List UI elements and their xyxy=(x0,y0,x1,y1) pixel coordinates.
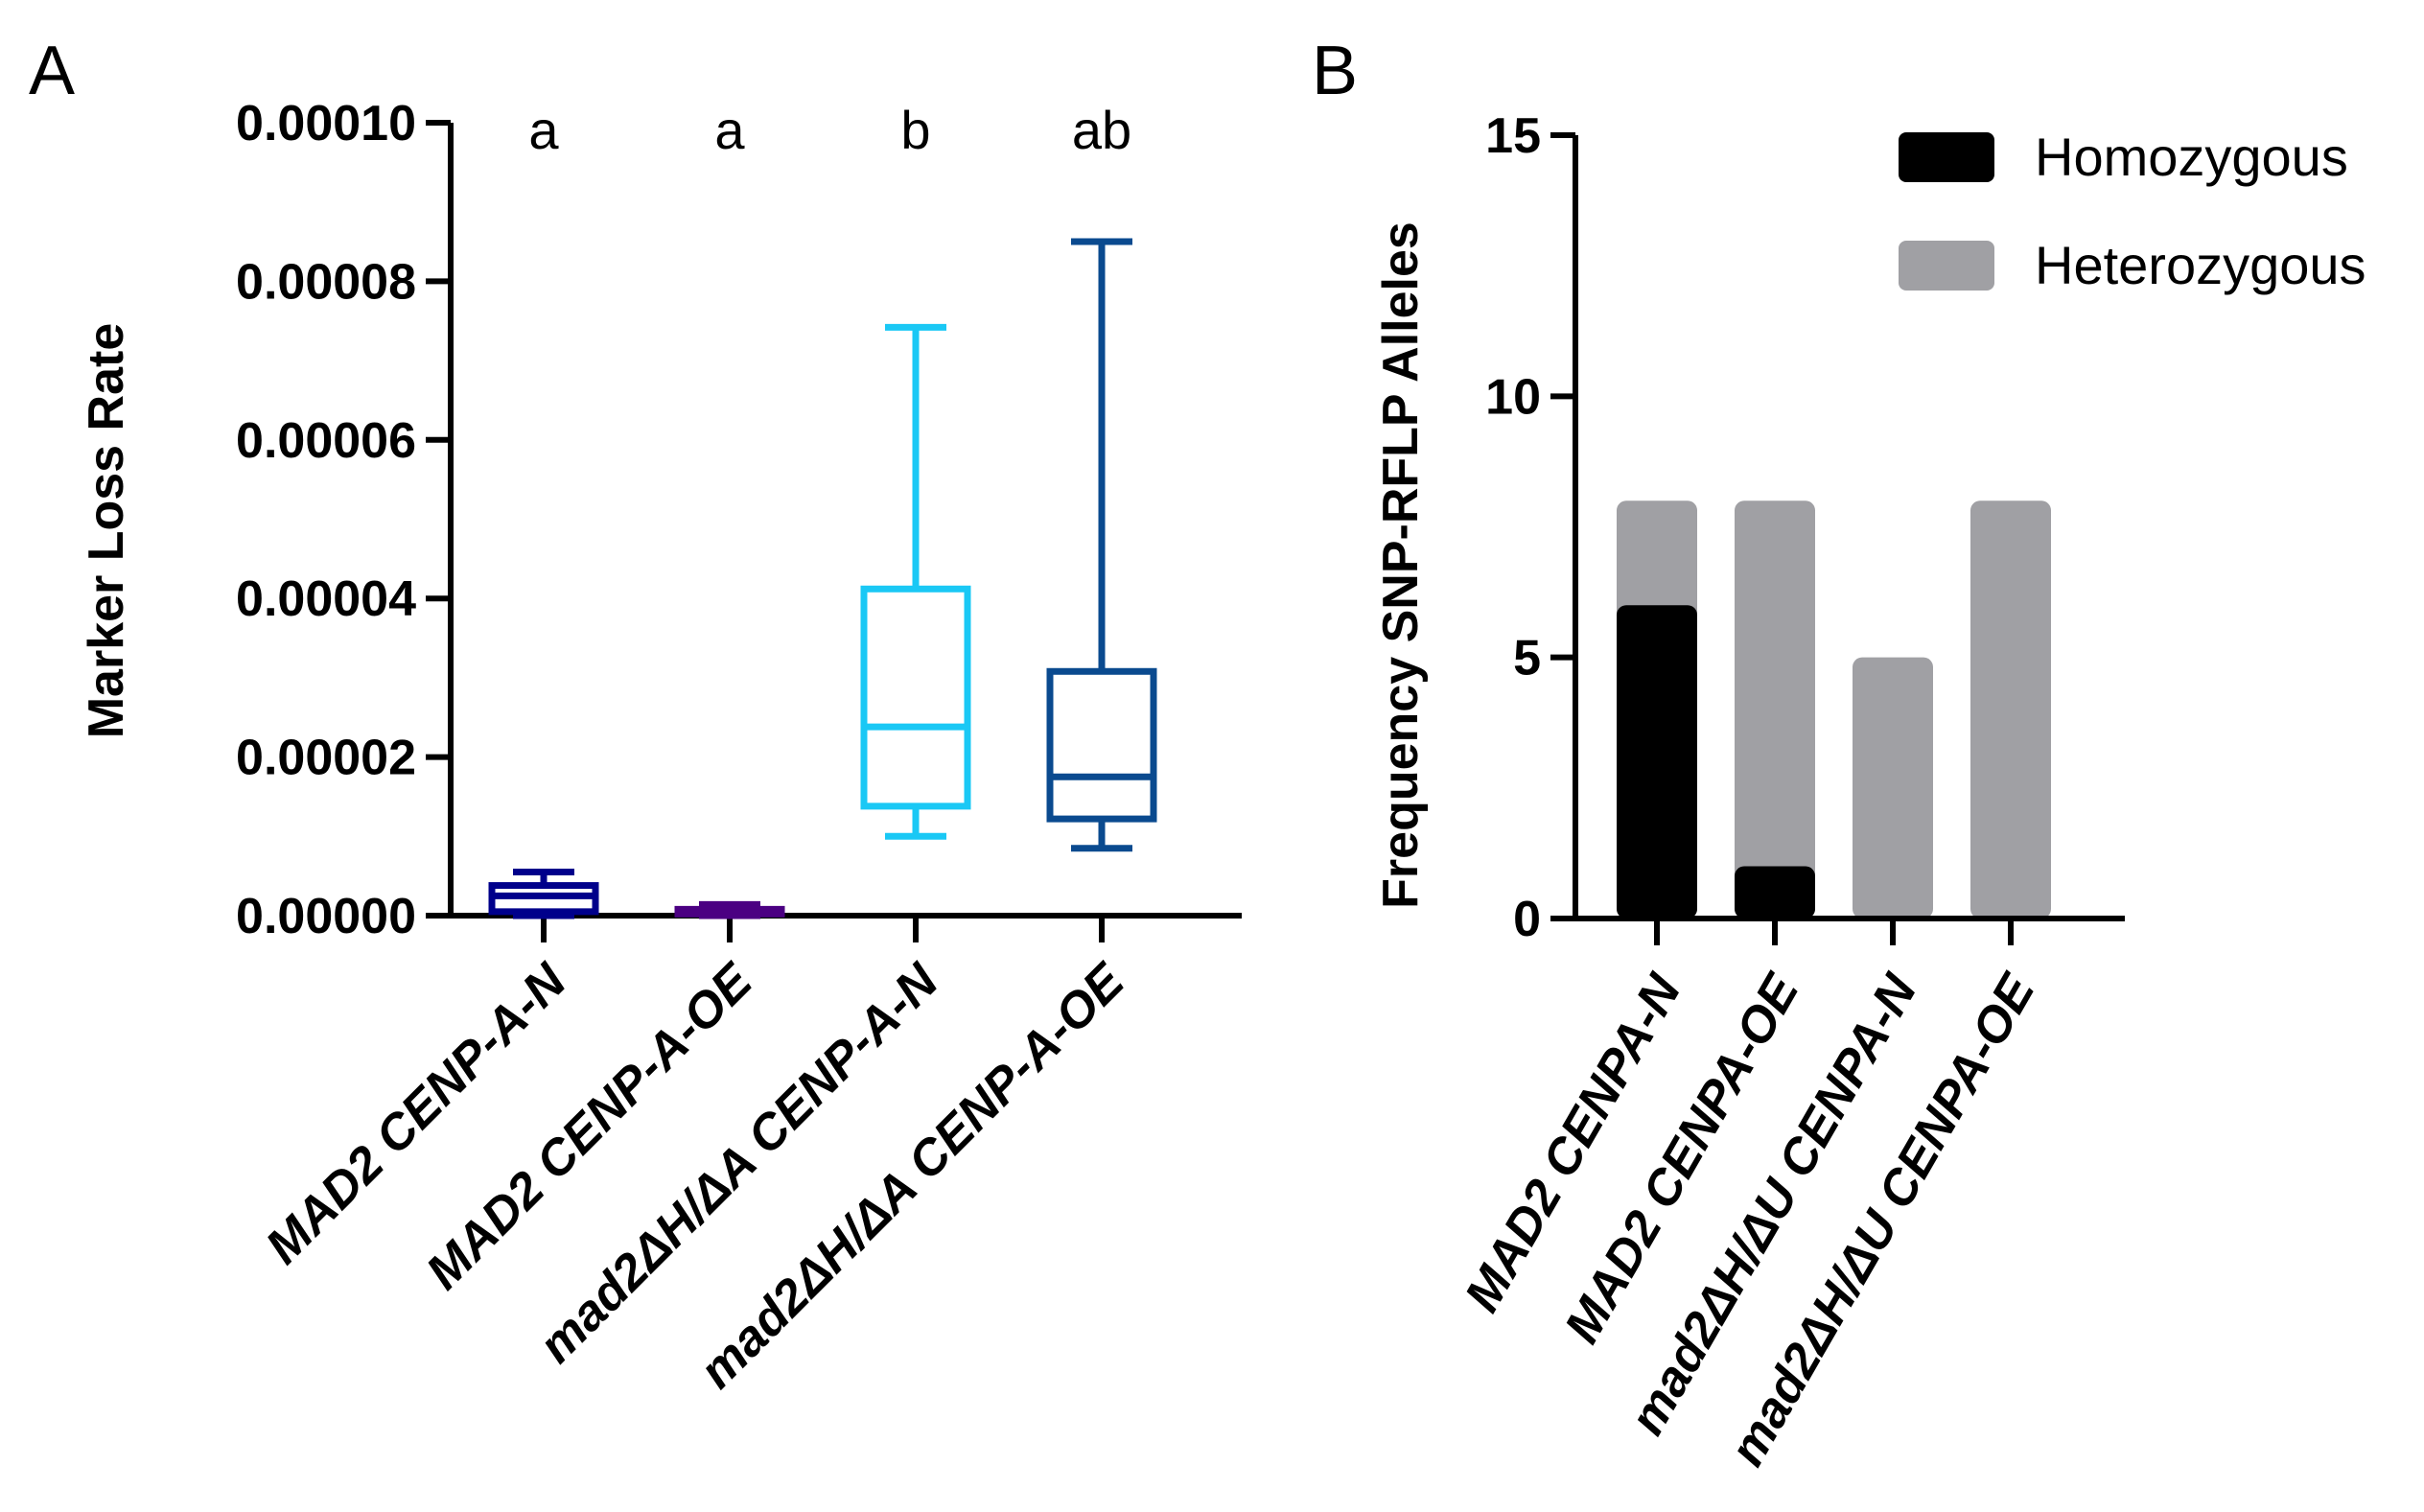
legend-label: Homozygous xyxy=(2035,127,2348,187)
y-tick-label-a: 0.00004 xyxy=(236,571,416,627)
y-axis-label-a: Marker Loss Rate xyxy=(79,323,134,739)
y-tick-label-a: 0.00000 xyxy=(236,889,416,944)
y-tick-label-a: 0.00010 xyxy=(236,96,416,151)
x-tick-label-b: MAD2 CENPA-N xyxy=(1455,965,1692,1321)
significance-letter: ab xyxy=(1072,100,1131,160)
box-iqr xyxy=(860,585,971,810)
y-tick-label-b: 0 xyxy=(1513,892,1541,947)
y-tick-label-a: 0.00002 xyxy=(236,731,416,786)
panel-a-label: A xyxy=(29,33,75,109)
bar-heterozygous xyxy=(1735,500,1815,919)
chart-a: 0.00000 0.00002 0.00004 0.00006 0.00008 0.000… xyxy=(79,96,1242,1399)
chart-b: 0 5 10 15 Frequency SNP-RFLP Alleles MAD2 CEN… xyxy=(1373,108,2366,1476)
y-tick-label-b: 5 xyxy=(1513,631,1541,686)
box-group-a xyxy=(1046,238,1157,852)
y-axis-label-b: Frequency SNP-RFLP Alleles xyxy=(1373,221,1429,909)
legend-swatch xyxy=(1899,132,1994,182)
bar-homozygous xyxy=(1735,866,1815,919)
y-tick-label-b: 15 xyxy=(1485,108,1541,164)
legend-swatch xyxy=(1899,241,1994,291)
legend-label: Heterozygous xyxy=(2035,235,2366,295)
bar-homozygous xyxy=(1617,605,1697,919)
significance-letter: a xyxy=(528,100,559,160)
box-group-a xyxy=(674,900,785,919)
bar-heterozygous xyxy=(1970,500,2051,919)
box-group-a xyxy=(860,323,971,840)
x-tick-label-a: MAD2 CENP-A-N xyxy=(255,952,577,1274)
significance-letter: b xyxy=(900,100,930,160)
y-tick-label-a: 0.00006 xyxy=(236,413,416,469)
box-group-a xyxy=(488,869,599,919)
significance-letter: a xyxy=(714,100,745,160)
legend: Homozygous Heterozygous xyxy=(1899,127,2366,295)
x-tick-label-a: MAD2 CENP-A-OE xyxy=(416,953,764,1301)
box-iqr xyxy=(1046,667,1157,823)
y-tick-label-b: 10 xyxy=(1485,369,1541,425)
panel-b-label: B xyxy=(1312,33,1358,109)
y-tick-label-a: 0.00008 xyxy=(236,254,416,310)
bar-heterozygous xyxy=(1853,657,1933,919)
